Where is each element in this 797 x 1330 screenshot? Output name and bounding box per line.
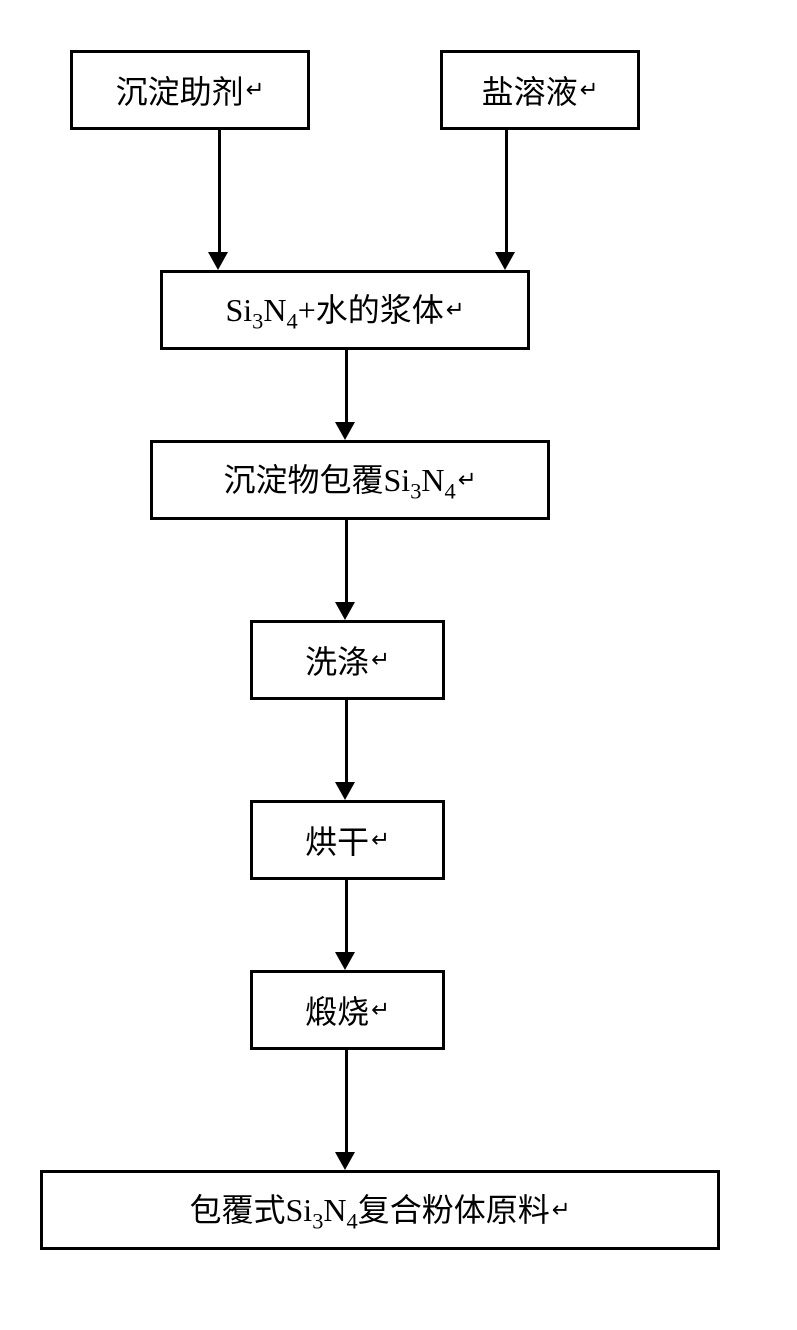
marker: ↵ (246, 77, 265, 103)
node-label: 沉淀助剂 (116, 67, 244, 113)
marker: ↵ (371, 827, 390, 853)
arrowhead-n2-n3 (495, 252, 515, 270)
node-drying: 烘干↵ (250, 800, 445, 880)
marker: ↵ (446, 297, 465, 323)
edge-n5-n6 (345, 700, 348, 782)
node-slurry: Si3N4+水的浆体↵ (160, 270, 530, 350)
node-composite-powder: 包覆式Si3N4复合粉体原料↵ (40, 1170, 720, 1250)
arrowhead-n6-n7 (335, 952, 355, 970)
flowchart-container: 沉淀助剂↵ 盐溶液↵ Si3N4+水的浆体↵ 沉淀物包覆Si3N4↵ 洗涤↵ 烘… (0, 0, 797, 1330)
node-salt-solution: 盐溶液↵ (440, 50, 640, 130)
marker: ↵ (552, 1197, 571, 1223)
edge-n1-n3 (218, 130, 221, 252)
node-washing: 洗涤↵ (250, 620, 445, 700)
node-label: 沉淀物包覆Si3N4 (224, 455, 456, 504)
marker: ↵ (371, 997, 390, 1023)
edge-n6-n7 (345, 880, 348, 952)
marker: ↵ (580, 77, 599, 103)
node-calcination: 煅烧↵ (250, 970, 445, 1050)
arrowhead-n1-n3 (208, 252, 228, 270)
node-label: 烘干 (305, 817, 369, 863)
node-label: Si3N4+水的浆体 (225, 285, 443, 334)
arrowhead-n7-n8 (335, 1152, 355, 1170)
edge-n7-n8 (345, 1050, 348, 1152)
node-label: 包覆式Si3N4复合粉体原料 (190, 1185, 550, 1234)
marker: ↵ (371, 647, 390, 673)
node-label: 盐溶液 (482, 67, 578, 113)
node-label: 煅烧 (305, 987, 369, 1033)
node-label: 洗涤 (305, 637, 369, 683)
arrowhead-n5-n6 (335, 782, 355, 800)
arrowhead-n3-n4 (335, 422, 355, 440)
node-coating: 沉淀物包覆Si3N4↵ (150, 440, 550, 520)
arrowhead-n4-n5 (335, 602, 355, 620)
edge-n3-n4 (345, 350, 348, 422)
marker: ↵ (458, 467, 477, 493)
edge-n2-n3 (505, 130, 508, 252)
edge-n4-n5 (345, 520, 348, 602)
node-precipitation-aid: 沉淀助剂↵ (70, 50, 310, 130)
